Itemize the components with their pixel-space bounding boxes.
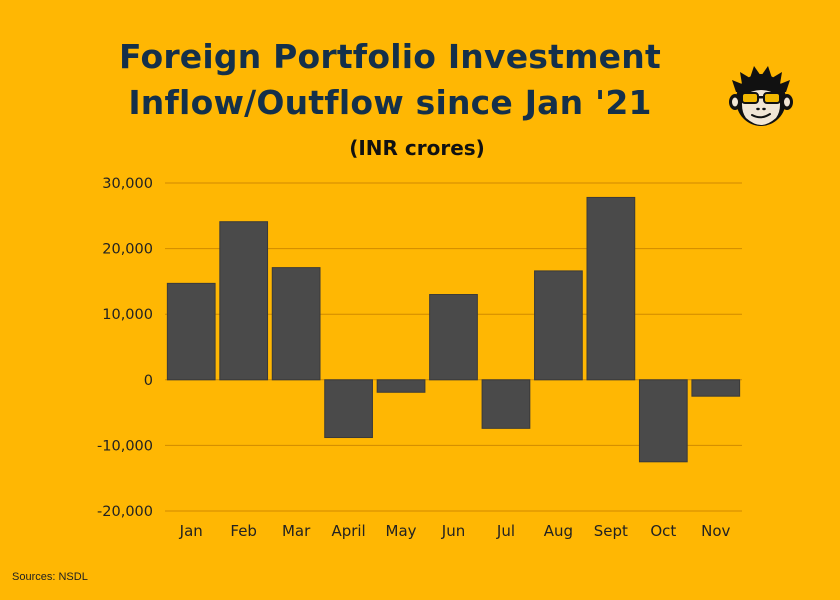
y-tick-label: 10,000 — [102, 307, 153, 323]
bar-oct — [638, 379, 688, 463]
bar-sept — [586, 196, 636, 381]
chart-title-line-1: Foreign Portfolio Investment — [119, 37, 661, 76]
x-tick-label: Aug — [544, 522, 573, 540]
y-tick-label: -20,000 — [97, 504, 153, 520]
x-tick-label: Oct — [650, 522, 676, 540]
x-tick-label: Jul — [496, 522, 515, 540]
x-tick-label: May — [386, 522, 417, 540]
x-tick-label: Jun — [441, 522, 465, 540]
bar-feb — [219, 221, 269, 381]
bar-aug — [534, 270, 583, 381]
bar-nov — [691, 379, 741, 397]
x-axis-tick-labels: Jan Feb Mar April May Jun Jul Aug Sept Oct Nov — [179, 522, 731, 540]
bar-jan — [166, 282, 216, 381]
chart-title: Foreign Portfolio Investment Inflow/Outf… — [60, 34, 720, 126]
bar-jul — [481, 379, 531, 429]
chart-title-line-2: Inflow/Outflow since Jan '21 — [128, 83, 652, 122]
bar-mar — [271, 267, 321, 381]
x-tick-label: Jan — [179, 522, 203, 540]
x-tick-label: Feb — [230, 522, 257, 540]
x-tick-label: Mar — [282, 522, 311, 540]
monkey-with-sunglasses-icon — [729, 66, 793, 126]
chart-subtitle: (INR crores) — [349, 136, 485, 160]
y-axis-tick-labels: 30,000 20,000 10,000 0 -10,000 -20,000 — [97, 176, 153, 520]
bar-may — [376, 379, 426, 393]
x-tick-label: Sept — [594, 522, 628, 540]
bar-april — [324, 379, 373, 439]
source-note: Sources: NSDL — [12, 571, 88, 583]
y-tick-label: 30,000 — [102, 176, 153, 192]
y-tick-label: 20,000 — [102, 242, 153, 258]
x-tick-label: Nov — [701, 522, 730, 540]
x-tick-label: April — [331, 522, 365, 540]
bars — [166, 196, 741, 463]
y-tick-label: 0 — [144, 373, 153, 389]
y-tick-label: -10,000 — [97, 438, 153, 454]
bar-jun — [429, 294, 478, 381]
